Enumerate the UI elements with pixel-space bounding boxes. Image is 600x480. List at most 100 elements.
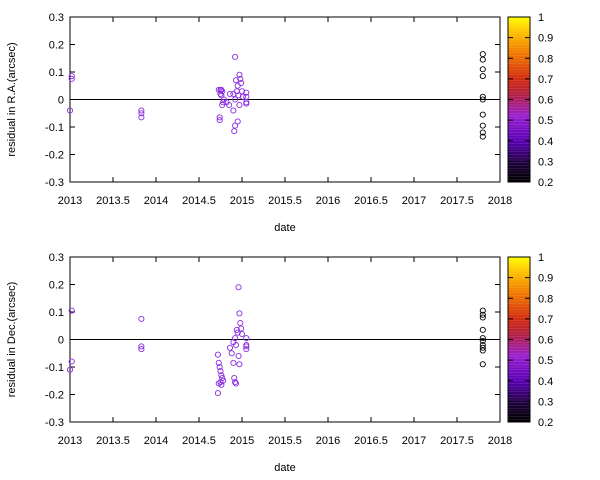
data-point <box>479 51 486 58</box>
y-tick-label: 0.2 <box>49 280 64 292</box>
data-point <box>236 101 243 109</box>
data-point <box>232 380 240 387</box>
y-tick-label: -0.3 <box>45 177 64 189</box>
x-tick-label: 2013.5 <box>96 195 130 207</box>
data-point <box>479 326 486 333</box>
x-tick-label: 2015.5 <box>268 195 302 207</box>
data-point <box>214 351 221 358</box>
data-point <box>217 368 224 375</box>
colorbar-tick-label: 0.6 <box>538 335 553 347</box>
data-point <box>232 122 239 129</box>
data-point <box>479 93 486 100</box>
x-tick-label: 2013 <box>58 435 82 447</box>
data-point <box>232 77 240 84</box>
colorbar-tick-label: 0.8 <box>538 293 553 305</box>
data-point <box>479 73 486 80</box>
data-point <box>68 75 75 82</box>
data-point <box>220 99 227 106</box>
data-point <box>230 107 237 114</box>
y-tick-label: 0.1 <box>49 307 64 319</box>
colorbar-tick-label: 1 <box>538 252 544 264</box>
data-point <box>239 93 246 100</box>
x-tick-label: 2014 <box>144 435 168 447</box>
data-point <box>138 110 145 117</box>
data-point <box>243 89 250 96</box>
data-point <box>237 319 244 327</box>
colorbar-tick-label: 0.5 <box>538 355 553 367</box>
x-tick-label: 2015.5 <box>268 435 302 447</box>
x-tick-label: 2015 <box>230 195 254 207</box>
x-tick-label: 2015 <box>230 435 254 447</box>
data-point <box>243 346 250 353</box>
data-point <box>138 346 145 353</box>
data-point <box>217 90 224 98</box>
data-point <box>214 390 221 397</box>
data-point <box>236 71 243 78</box>
data-point <box>231 374 238 382</box>
data-point <box>479 361 486 368</box>
data-point <box>236 310 243 317</box>
data-point <box>226 344 234 351</box>
x-tick-label: 2017 <box>402 435 426 447</box>
data-point <box>233 326 240 333</box>
colorbar-tick-label: 0.7 <box>538 314 553 326</box>
data-point <box>235 92 242 99</box>
data-point <box>216 117 223 124</box>
x-axis-label: date <box>274 222 295 234</box>
data-point <box>138 114 145 121</box>
data-point <box>235 284 242 291</box>
data-point <box>234 329 241 336</box>
data-point <box>479 337 486 344</box>
data-point <box>231 128 238 135</box>
data-point <box>479 314 486 321</box>
data-point <box>226 90 234 98</box>
y-tick-label: 0 <box>58 95 64 107</box>
y-axis-label: residual in R.A.(arcsec) <box>6 42 18 156</box>
data-point <box>66 107 74 114</box>
colorbar-tick-label: 0.4 <box>538 376 553 388</box>
data-point <box>219 101 226 109</box>
colorbar-tick-label: 0.8 <box>538 53 553 65</box>
colorbar-tick-label: 0.9 <box>538 273 553 285</box>
data-point <box>215 359 222 366</box>
dec-residual-panel: 2013 2013.5 2014 2014.5 2015 2015.5 2016 2016.5… <box>6 252 553 474</box>
colorbar-tick-label: 0.9 <box>538 33 553 45</box>
data-point <box>479 122 486 129</box>
x-tick-label: 2018 <box>488 195 512 207</box>
data-point <box>232 341 240 349</box>
y-tick-label: -0.1 <box>45 122 64 134</box>
data-point <box>226 101 233 109</box>
x-tick-label: 2016.5 <box>354 435 388 447</box>
data-point <box>235 352 242 360</box>
x-tick-label: 2017 <box>402 195 426 207</box>
colorbar-tick-label: 0.2 <box>538 417 553 429</box>
colorbar-tick-label: 0.4 <box>538 136 553 148</box>
colorbar-tick-label: 0.6 <box>538 95 553 107</box>
ra-residual-panel: 2013 2013.5 2014 2014.5 2015 2015.5 2016 2016.5… <box>6 12 553 234</box>
x-tick-label: 2014.5 <box>182 435 216 447</box>
y-tick-label: 0.3 <box>49 252 64 264</box>
data-point <box>238 330 246 338</box>
data-point <box>479 66 486 73</box>
data-point <box>479 307 486 314</box>
data-point <box>479 56 486 63</box>
x-tick-label: 2014.5 <box>182 195 216 207</box>
y-tick-label: -0.2 <box>45 150 64 162</box>
y-tick-label: 0.3 <box>49 12 64 24</box>
data-point <box>232 53 239 60</box>
data-point <box>479 311 486 318</box>
x-tick-label: 2013 <box>58 195 82 207</box>
data-point <box>243 100 250 107</box>
colorbar-tick-label: 1 <box>538 12 544 24</box>
colorbar-tick-label: 0.2 <box>538 177 553 189</box>
data-point <box>479 133 486 140</box>
x-tick-label: 2014 <box>144 195 168 207</box>
y-tick-label: -0.1 <box>45 362 64 374</box>
x-tick-label: 2017.5 <box>440 435 474 447</box>
data-point <box>479 111 486 118</box>
x-tick-label: 2016 <box>316 435 340 447</box>
x-axis-label: date <box>274 462 295 474</box>
data-point <box>236 361 243 368</box>
data-point <box>479 344 486 351</box>
